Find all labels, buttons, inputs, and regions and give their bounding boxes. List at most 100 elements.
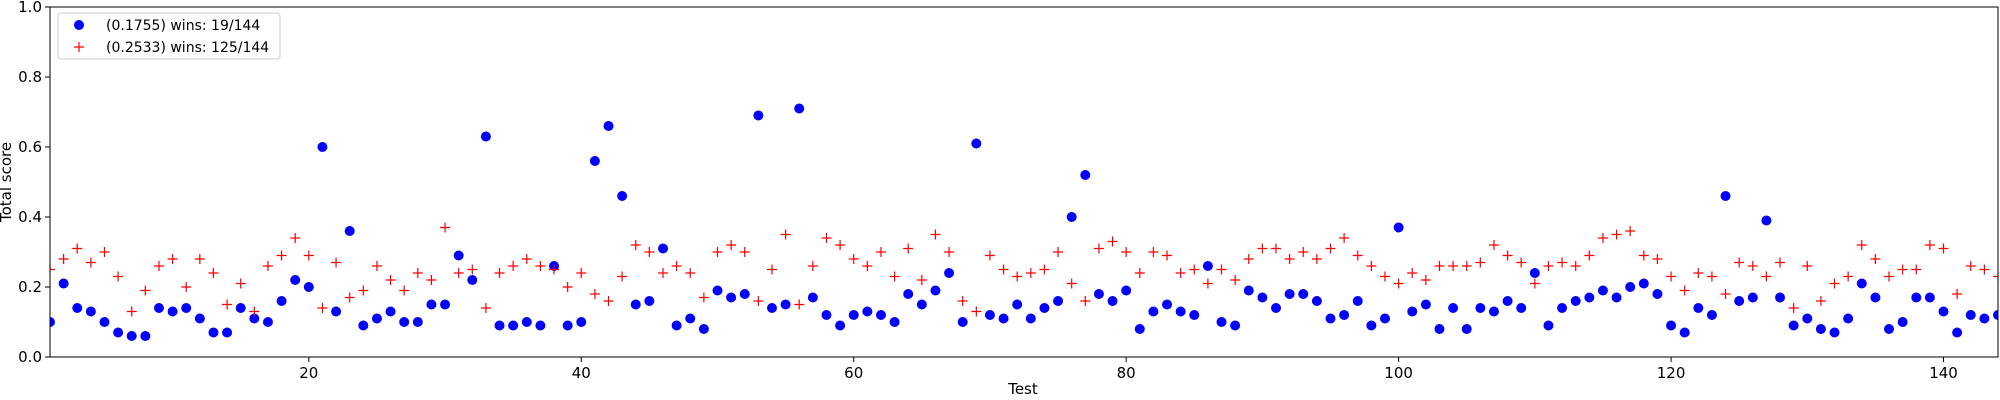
- x-tick-label: 60: [844, 364, 863, 382]
- data-point-plus: [412, 268, 423, 278]
- data-point-plus: [617, 271, 628, 282]
- data-point-circle: [1339, 310, 1350, 320]
- data-point-plus: [1230, 275, 1241, 285]
- legend-marker-series-2: [74, 42, 84, 52]
- data-point-circle: [1706, 310, 1717, 320]
- data-point-circle: [1802, 313, 1813, 324]
- data-point-plus: [1557, 257, 1568, 268]
- data-point-circle: [1666, 320, 1677, 331]
- data-point-circle: [780, 299, 791, 310]
- data-point-plus: [1720, 289, 1731, 299]
- data-point-circle: [1924, 292, 1935, 303]
- data-point-circle: [1025, 313, 1036, 324]
- data-point-circle: [480, 131, 491, 142]
- data-point-circle: [1543, 320, 1554, 331]
- data-point-plus: [194, 254, 205, 264]
- data-point-plus: [835, 240, 846, 250]
- data-point-circle: [1366, 320, 1377, 331]
- data-point-plus: [603, 296, 614, 306]
- data-point-circle: [1734, 296, 1745, 306]
- data-point-plus: [1638, 250, 1649, 261]
- data-point-plus: [1516, 257, 1527, 268]
- data-point-plus: [944, 247, 955, 257]
- data-point-plus: [589, 289, 600, 299]
- data-point-plus: [1488, 240, 1499, 250]
- data-point-circle: [1284, 289, 1295, 299]
- x-tick-label: 80: [1117, 364, 1136, 382]
- data-point-plus: [1325, 243, 1336, 254]
- data-point-plus: [1066, 278, 1077, 289]
- data-point-plus: [807, 261, 818, 271]
- data-point-circle: [208, 327, 219, 338]
- data-point-circle: [1298, 289, 1309, 299]
- data-point-circle: [835, 320, 846, 331]
- data-point-plus: [167, 254, 178, 264]
- data-point-plus: [1706, 271, 1717, 282]
- data-point-plus: [1965, 261, 1976, 271]
- data-point-plus: [1502, 250, 1513, 261]
- data-point-plus: [1216, 264, 1227, 275]
- data-point-circle: [753, 110, 764, 121]
- data-point-circle: [1775, 292, 1786, 303]
- data-point-circle: [766, 303, 777, 313]
- data-point-circle: [1107, 296, 1118, 306]
- legend: (0.1755) wins: 19/144 (0.2533) wins: 125…: [57, 12, 281, 60]
- data-point-plus: [535, 261, 546, 271]
- data-point-circle: [671, 320, 682, 331]
- data-point-plus: [371, 261, 382, 271]
- data-point-plus: [780, 229, 791, 240]
- data-point-plus: [1134, 268, 1145, 278]
- data-point-circle: [1952, 327, 1963, 338]
- data-point-circle: [617, 191, 628, 201]
- data-point-plus: [1924, 240, 1935, 250]
- y-tick-label: 0.6: [18, 138, 42, 156]
- data-point-circle: [984, 310, 995, 320]
- data-point-circle: [739, 289, 750, 299]
- data-point-plus: [848, 254, 859, 264]
- data-point-circle: [1652, 289, 1663, 299]
- data-point-plus: [140, 285, 151, 296]
- data-point-plus: [739, 247, 750, 257]
- data-point-plus: [1352, 250, 1363, 261]
- data-point-circle: [1979, 313, 1990, 324]
- data-point-circle: [344, 226, 355, 236]
- data-point-plus: [1461, 261, 1472, 271]
- data-point-circle: [903, 289, 914, 299]
- data-point-plus: [453, 268, 464, 278]
- data-point-plus: [1379, 271, 1390, 282]
- data-point-plus: [1761, 271, 1772, 282]
- data-point-plus: [1884, 271, 1895, 282]
- data-point-circle: [930, 285, 941, 296]
- y-tick-label: 1.0: [18, 0, 42, 16]
- data-point-circle: [1911, 292, 1922, 303]
- y-axis-label: Total score: [0, 142, 15, 223]
- data-point-plus: [698, 292, 709, 303]
- legend-box: [57, 12, 281, 60]
- data-point-plus: [1952, 289, 1963, 299]
- data-point-plus: [440, 222, 451, 233]
- data-point-plus: [1843, 271, 1854, 282]
- data-point-plus: [235, 278, 246, 289]
- data-point-circle: [426, 299, 437, 310]
- data-point-circle: [317, 142, 328, 152]
- data-point-circle: [140, 331, 151, 341]
- data-point-circle: [576, 317, 587, 327]
- data-point-plus: [794, 299, 805, 310]
- data-point-circle: [1325, 313, 1336, 324]
- y-axis-ticks: 0.0 0.2 0.4 0.6 0.8 1.0: [18, 0, 50, 366]
- data-point-plus: [153, 261, 164, 271]
- data-point-plus: [766, 264, 777, 275]
- data-point-circle: [1502, 296, 1513, 306]
- data-point-plus: [1243, 254, 1254, 264]
- data-point-plus: [1012, 271, 1023, 282]
- y-tick-label: 0.2: [18, 278, 42, 296]
- data-point-plus: [208, 268, 219, 278]
- data-point-circle: [1815, 324, 1826, 334]
- data-point-circle: [290, 275, 301, 285]
- x-tick-label: 20: [299, 364, 318, 382]
- data-point-circle: [1475, 303, 1486, 313]
- data-point-circle: [276, 296, 287, 306]
- data-point-plus: [50, 264, 55, 275]
- x-tick-label: 120: [1657, 364, 1686, 382]
- data-point-circle: [1175, 306, 1186, 317]
